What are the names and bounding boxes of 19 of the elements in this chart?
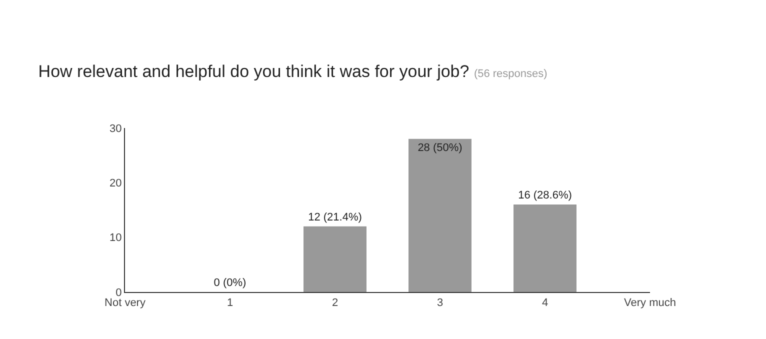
- data-label: 0 (0%): [214, 277, 246, 289]
- y-tick-label: 0: [116, 286, 122, 299]
- x-tick-label: 1: [226, 297, 234, 310]
- data-label: 28 (50%): [418, 142, 462, 154]
- chart-subtitle: (56 responses): [474, 68, 548, 80]
- y-tick-label: 30: [110, 122, 122, 135]
- data-label: 16 (28.6%): [518, 190, 572, 202]
- bar: [408, 138, 472, 292]
- bar: [304, 226, 366, 292]
- x-tick-label: Not very: [104, 297, 146, 310]
- x-tick-label: 4: [542, 297, 548, 310]
- y-tick-label: 20: [110, 178, 122, 190]
- y-tick-label: 10: [110, 232, 122, 244]
- chart-title: How relevant and helpful do you think it was for your job?: [38, 62, 470, 82]
- data-label: 12 (21.4%): [308, 211, 362, 224]
- x-tick-label: 2: [332, 297, 338, 310]
- x-tick-label: 3: [436, 297, 444, 310]
- x-tick-label: Very much: [624, 297, 676, 310]
- bar: [514, 204, 576, 292]
